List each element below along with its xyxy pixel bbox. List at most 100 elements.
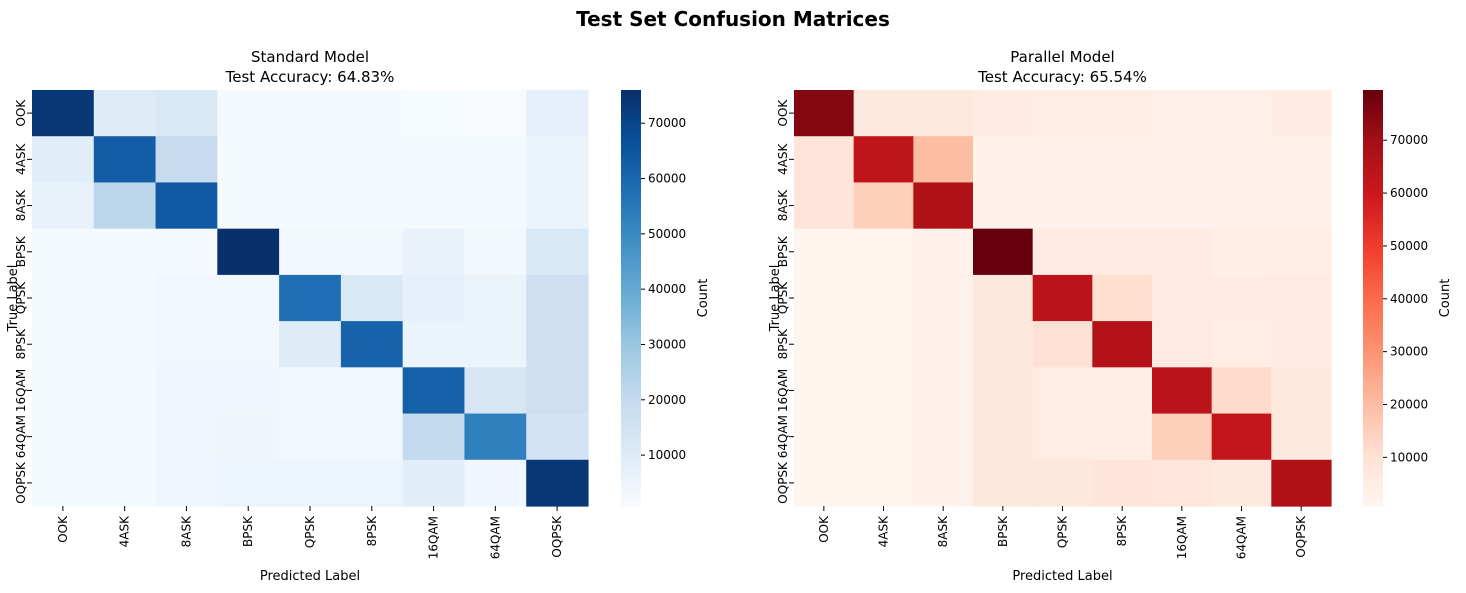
standard-colorbar-segment <box>621 239 641 244</box>
standard-colorbar-segment <box>621 447 641 452</box>
parallel-cell-OOK-16QAM <box>1152 90 1213 137</box>
standard-colorbar-segment <box>621 145 641 150</box>
parallel-cell-64QAM-OQPSK <box>1271 413 1332 461</box>
standard-colorbar-segment <box>621 485 641 490</box>
parallel-cell-8ASK-16QAM <box>1152 182 1213 230</box>
parallel-colorbar-segment <box>1363 471 1383 476</box>
parallel-colorbar-segment <box>1363 194 1383 199</box>
parallel-y-tick-label: 8PSK <box>776 328 790 359</box>
standard-colorbar-segment <box>621 270 641 275</box>
parallel-colorbar-segment <box>1363 308 1383 313</box>
standard-cell-16QAM-8ASK <box>155 367 218 415</box>
parallel-colorbar-segment <box>1363 447 1383 452</box>
standard-cell-8ASK-OOK <box>32 182 95 230</box>
parallel-colorbar-segment <box>1363 207 1383 212</box>
standard-cell-4ASK-QPSK <box>279 136 342 184</box>
parallel-colorbar-segment <box>1363 329 1383 334</box>
standard-colorbar-segment <box>621 488 641 493</box>
standard-cell-16QAM-OQPSK <box>526 367 589 415</box>
parallel-y-tick-label: QPSK <box>776 281 790 314</box>
standard-cell-8PSK-QPSK <box>279 321 342 368</box>
parallel-cell-16QAM-OQPSK <box>1271 367 1332 415</box>
standard-cell-8PSK-OOK <box>32 321 95 368</box>
standard-colorbar-segment <box>621 131 641 136</box>
parallel-cell-OOK-OQPSK <box>1271 90 1332 137</box>
standard-colorbar-segment <box>621 263 641 268</box>
standard-colorbar-label: Count <box>696 279 711 318</box>
parallel-colorbar-segment <box>1363 211 1383 216</box>
parallel-colorbar-segment <box>1363 110 1383 115</box>
standard-cell-BPSK-QPSK <box>279 228 342 276</box>
standard-cell-OQPSK-OQPSK <box>526 459 589 507</box>
parallel-cell-QPSK-8PSK <box>1092 274 1153 322</box>
standard-colorbar-segment <box>621 315 641 320</box>
parallel-cell-4ASK-QPSK <box>1032 136 1093 184</box>
standard-cell-4ASK-64QAM <box>464 136 527 184</box>
standard-colorbar-segment <box>621 395 641 400</box>
standard-cell-8PSK-8ASK <box>155 321 218 368</box>
standard-colorbar-segment <box>621 232 641 237</box>
standard-cell-16QAM-BPSK <box>217 367 280 415</box>
parallel-cell-16QAM-16QAM <box>1152 367 1213 415</box>
parallel-colorbar-segment <box>1363 343 1383 348</box>
parallel-cell-4ASK-8PSK <box>1092 136 1153 184</box>
standard-colorbar-segment <box>621 107 641 112</box>
standard-colorbar-tick-label: 70000 <box>648 116 686 130</box>
standard-cell-8PSK-64QAM <box>464 321 527 368</box>
parallel-colorbar-segment <box>1363 121 1383 126</box>
standard-cell-8ASK-8ASK <box>155 182 218 230</box>
parallel-colorbar-segment <box>1363 419 1383 424</box>
parallel-heatmap-panel: Parallel Model Test Accuracy: 65.54% OOK 4A… <box>768 48 1453 584</box>
parallel-colorbar-segment <box>1363 336 1383 341</box>
standard-colorbar-segment <box>621 166 641 171</box>
parallel-colorbar-segment <box>1363 495 1383 500</box>
standard-colorbar-segment <box>621 183 641 188</box>
parallel-colorbar-segment <box>1363 249 1383 254</box>
parallel-cell-OQPSK-QPSK <box>1032 459 1093 507</box>
parallel-colorbar-segment <box>1363 180 1383 185</box>
parallel-cell-BPSK-BPSK <box>973 228 1034 276</box>
parallel-colorbar-segment <box>1363 117 1383 122</box>
standard-colorbar-segment <box>621 90 641 95</box>
parallel-colorbar-tick-label: 10000 <box>1390 450 1428 464</box>
parallel-colorbar-segment <box>1363 436 1383 441</box>
parallel-cell-8PSK-OQPSK <box>1271 321 1332 368</box>
standard-y-tick-label: 8PSK <box>14 328 28 359</box>
parallel-colorbar-segment <box>1363 266 1383 271</box>
standard-colorbar-segment <box>621 159 641 164</box>
standard-x-tick-label: 8ASK <box>179 515 193 547</box>
standard-cell-BPSK-4ASK <box>93 228 157 276</box>
parallel-cell-8ASK-BPSK <box>973 182 1034 230</box>
standard-cell-64QAM-16QAM <box>402 413 466 461</box>
standard-colorbar-segment <box>621 162 641 167</box>
parallel-colorbar-segment <box>1363 235 1383 240</box>
parallel-colorbar-segment <box>1363 252 1383 257</box>
parallel-cell-64QAM-QPSK <box>1032 413 1093 461</box>
standard-cell-OOK-64QAM <box>464 90 527 137</box>
parallel-cell-OQPSK-OQPSK <box>1271 459 1332 507</box>
parallel-cell-OQPSK-16QAM <box>1152 459 1213 507</box>
parallel-cell-QPSK-BPSK <box>973 274 1034 322</box>
standard-colorbar-segment <box>621 353 641 358</box>
standard-colorbar-segment <box>621 211 641 216</box>
parallel-x-axis-label: Predicted Label <box>1012 569 1112 584</box>
parallel-colorbar-segment <box>1363 169 1383 174</box>
parallel-cell-8ASK-8PSK <box>1092 182 1153 230</box>
standard-colorbar-segment <box>621 381 641 386</box>
parallel-colorbar-segment <box>1363 183 1383 188</box>
standard-colorbar-segment <box>621 405 641 410</box>
parallel-colorbar-segment <box>1363 280 1383 285</box>
parallel-cell-8ASK-QPSK <box>1032 182 1093 230</box>
standard-cell-16QAM-OOK <box>32 367 95 415</box>
standard-y-tick-label: 16QAM <box>14 369 28 412</box>
parallel-cell-16QAM-OOK <box>794 367 855 415</box>
standard-colorbar-segment <box>621 332 641 337</box>
standard-colorbar-segment <box>621 169 641 174</box>
standard-cell-OQPSK-8ASK <box>155 459 218 507</box>
parallel-colorbar-segment <box>1363 363 1383 368</box>
parallel-colorbar-segment <box>1363 474 1383 479</box>
parallel-colorbar-segment <box>1363 246 1383 251</box>
standard-colorbar-segment <box>621 155 641 160</box>
standard-colorbar-segment <box>621 291 641 296</box>
standard-x-tick-label: BPSK <box>241 515 255 547</box>
